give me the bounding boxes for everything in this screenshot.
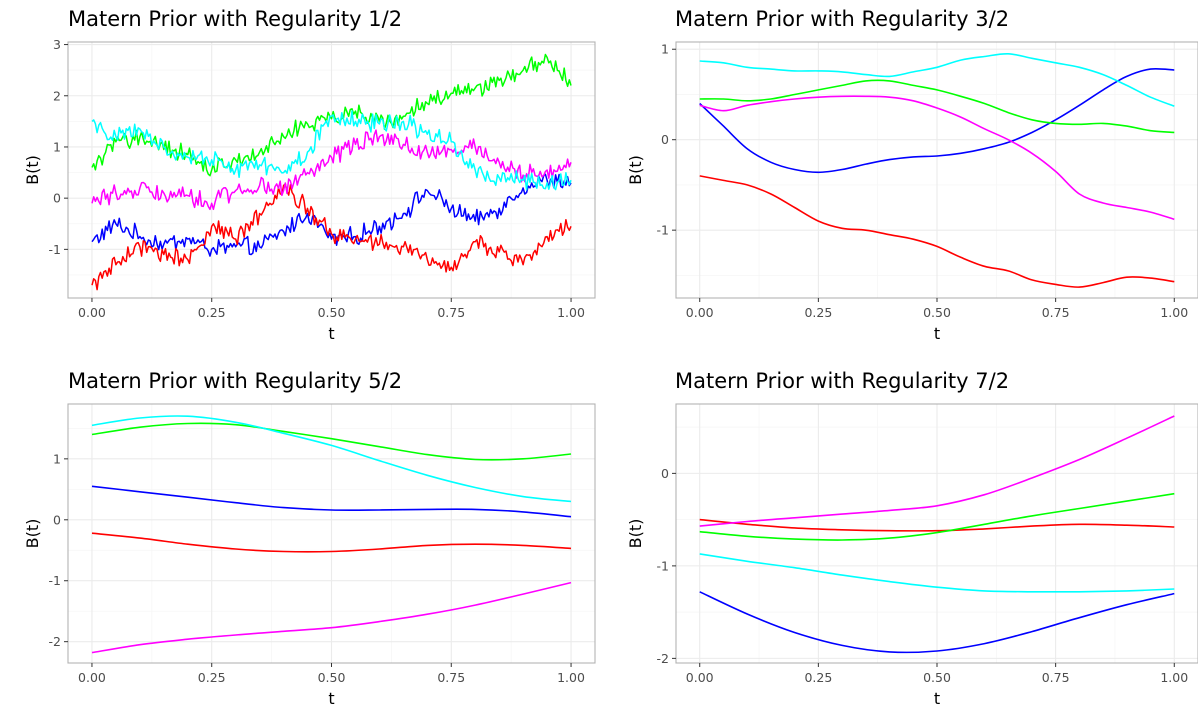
y-tick-label: 1 [661, 42, 669, 57]
y-axis-title: B(t) [626, 155, 645, 185]
series-line [699, 492, 1175, 541]
y-tick-label: 0 [53, 191, 61, 206]
x-axis-title: t [934, 689, 940, 708]
series-line [91, 110, 572, 191]
x-tick-label: 0.75 [437, 305, 465, 320]
x-tick-label: 0.00 [686, 305, 714, 320]
chart-title: Matern Prior with Regularity 7/2 [675, 369, 1010, 393]
series-line [91, 183, 572, 291]
x-tick-label: 0.25 [198, 305, 226, 320]
y-tick-label: 0 [53, 512, 61, 527]
series-line [91, 129, 572, 211]
x-tick-label: 1.00 [1160, 305, 1188, 320]
x-tick-label: 0.00 [78, 670, 106, 685]
chart-title: Matern Prior with Regularity 3/2 [675, 7, 1010, 31]
y-tick-label: -2 [49, 634, 61, 649]
x-axis-title: t [328, 324, 334, 343]
x-tick-label: 0.25 [804, 305, 832, 320]
chart-svg: 0.00 0.25 0.50 0.75 1.00 -2 -1 0 1 t B(t) [23, 403, 596, 708]
x-tick-label: 0.75 [1042, 670, 1070, 685]
y-tick-label: 1 [53, 139, 61, 154]
y-axis-title: B(t) [23, 519, 42, 549]
y-tick-label: 0 [661, 466, 669, 481]
series-line [699, 95, 1175, 221]
y-tick-label: -1 [49, 242, 61, 257]
chart-svg: 0.00 0.25 0.50 0.75 1.00 -1 0 1 2 3 t B(t) [23, 37, 596, 343]
x-tick-label: 1.00 [557, 305, 585, 320]
x-axis-title: t [934, 324, 940, 343]
series-line [91, 173, 572, 257]
y-tick-label: -1 [49, 573, 61, 588]
x-tick-label: 0.00 [78, 305, 106, 320]
y-tick-label: -2 [657, 651, 669, 666]
x-tick-label: 0.00 [686, 670, 714, 685]
y-axis-title: B(t) [626, 519, 645, 549]
y-tick-label: 1 [53, 451, 61, 466]
y-tick-label: 0 [661, 132, 669, 147]
chart-panel-regularity-3-2: Matern Prior with Regularity 3/2 0.00 0.2… [603, 0, 1198, 357]
series-line [91, 485, 572, 518]
chart-svg: 0.00 0.25 0.50 0.75 1.00 -2 -1 0 t B(t) [626, 403, 1198, 708]
x-tick-label: 0.25 [804, 670, 832, 685]
x-tick-label: 1.00 [557, 670, 585, 685]
chart-svg: 0.00 0.25 0.50 0.75 1.00 -1 0 1 t B(t) [626, 41, 1198, 343]
x-tick-label: 0.25 [198, 670, 226, 685]
series-line [91, 422, 572, 461]
x-axis-title: t [328, 689, 334, 708]
y-axis-title: B(t) [23, 155, 42, 185]
x-tick-label: 0.50 [318, 670, 346, 685]
x-tick-label: 0.50 [318, 305, 346, 320]
chart-panel-regularity-7-2: Matern Prior with Regularity 7/2 0.00 0.2… [603, 357, 1198, 715]
y-tick-label: -1 [657, 558, 669, 573]
y-tick-label: 2 [53, 88, 61, 103]
x-tick-label: 0.50 [923, 670, 951, 685]
series-line [699, 52, 1175, 107]
chart-title: Matern Prior with Regularity 1/2 [68, 7, 403, 31]
y-tick-label: 3 [53, 37, 61, 52]
x-tick-label: 1.00 [1160, 670, 1188, 685]
series-line [699, 175, 1175, 288]
series-line [699, 79, 1175, 134]
series-line [91, 581, 572, 654]
y-tick-label: -1 [657, 223, 669, 238]
series-line [699, 518, 1175, 532]
series-line [91, 532, 572, 553]
chart-panel-regularity-1-2: Matern Prior with Regularity 1/2 0.00 0.2… [0, 0, 599, 357]
series-line [91, 415, 572, 503]
chart-title: Matern Prior with Regularity 5/2 [68, 369, 403, 393]
series-line [699, 591, 1175, 654]
x-tick-label: 0.75 [437, 670, 465, 685]
series-line [699, 553, 1175, 593]
series-line [699, 68, 1175, 174]
chart-panel-regularity-5-2: Matern Prior with Regularity 5/2 0.00 0.2… [0, 357, 599, 715]
x-tick-label: 0.75 [1042, 305, 1070, 320]
series-line [699, 415, 1175, 527]
x-tick-label: 0.50 [923, 305, 951, 320]
